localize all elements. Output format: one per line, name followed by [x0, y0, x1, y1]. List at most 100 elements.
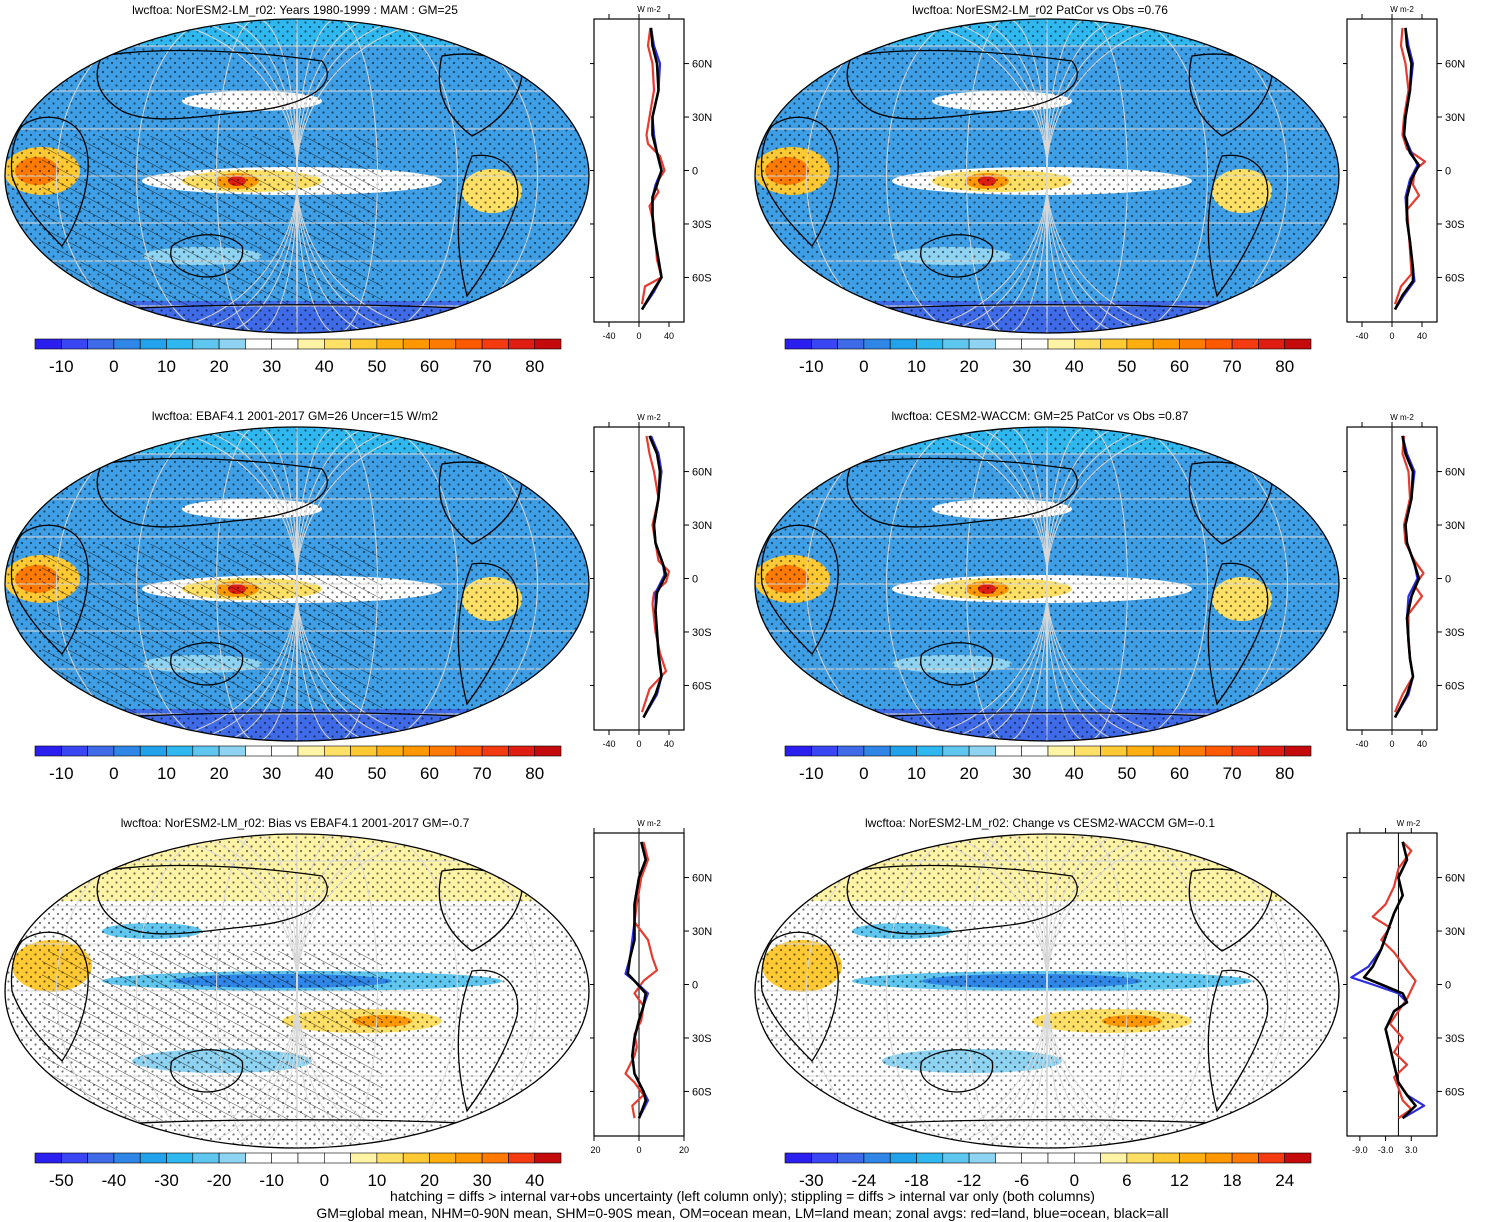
colorbar-swatch — [455, 1152, 483, 1164]
colorbar-label: 50 — [1117, 357, 1136, 376]
colorbar-swatch — [455, 338, 483, 350]
zonal-units-label: W m-2 — [1397, 819, 1421, 828]
zonal-lat-label: 30S — [1445, 627, 1465, 639]
colorbar-swatch — [1047, 1152, 1075, 1164]
colorbar-swatch — [139, 338, 167, 350]
panel-title: lwcftoa: NorESM2-LM_r02: Bias vs EBAF4.1… — [120, 816, 470, 830]
colorbar-swatch — [429, 745, 457, 757]
colorbar-label: 60 — [1170, 357, 1189, 376]
zonal-x-tick: -3.0 — [1378, 1145, 1394, 1153]
colorbar-label: 40 — [525, 1171, 544, 1190]
colorbar-swatch — [1100, 338, 1128, 350]
colorbar-swatch — [837, 1152, 865, 1164]
colorbar-label: 80 — [1275, 357, 1294, 376]
colorbar-swatch — [323, 338, 351, 350]
zonal-lat-label: 0 — [692, 980, 698, 992]
zonal-lat-label: 30S — [692, 219, 712, 231]
colorbar-label: 0 — [859, 764, 868, 783]
colorbar-swatch — [1073, 745, 1101, 757]
colorbar: -100102030405060708090 — [34, 745, 562, 783]
zonal-units-label: W m-2 — [637, 819, 661, 828]
zonal-x-tick: 3.0 — [1405, 1145, 1418, 1153]
zonal-series-all — [1393, 27, 1421, 311]
colorbar-label: -40 — [102, 1171, 127, 1190]
colorbar-swatch — [916, 745, 944, 757]
zonal-lat-label: 30N — [692, 520, 712, 532]
zonal-series-all — [1393, 435, 1421, 719]
colorbar-swatch — [60, 745, 88, 757]
colorbar-swatch — [1205, 745, 1233, 757]
zonal-lat-label: 30N — [1445, 520, 1465, 532]
colorbar-label: -30 — [799, 1171, 824, 1190]
colorbar-swatch — [968, 745, 996, 757]
colorbar-label: -24 — [852, 1171, 877, 1190]
colorbar-swatch — [968, 1152, 996, 1164]
zonal-series-all — [1362, 841, 1417, 1120]
colorbar-swatch — [87, 338, 115, 350]
colorbar-label: -10 — [799, 764, 824, 783]
colorbar-swatch — [1284, 1152, 1312, 1164]
colorbar-swatch — [297, 1152, 325, 1164]
colorbar-label: -6 — [1014, 1171, 1029, 1190]
zonal-series-ocean — [1394, 435, 1419, 719]
zonal-lat-label: 30S — [692, 627, 712, 639]
zonal-lat-label: 0 — [1445, 166, 1451, 178]
zonal-lat-label: 30S — [1445, 219, 1465, 231]
colorbar-swatch — [60, 1152, 88, 1164]
colorbar-swatch — [1205, 338, 1233, 350]
panel-title: lwcftoa: NorESM2-LM_r02 PatCor vs Obs =0… — [912, 3, 1168, 17]
zonal-x-tick: 0 — [1389, 739, 1394, 747]
zonal-lat-label: 30S — [692, 1033, 712, 1045]
colorbar-swatch — [1126, 1152, 1154, 1164]
colorbar-label: -20 — [207, 1171, 232, 1190]
zonal-mean-plot: -40 0 40 W m-2 60N 30N 0 30S 60S — [1343, 413, 1465, 747]
colorbar-swatch — [192, 1152, 220, 1164]
colorbar-swatch — [192, 745, 220, 757]
map-panel — [4, 833, 590, 1149]
zonal-series-land — [1393, 435, 1425, 713]
colorbar-label: 70 — [473, 357, 492, 376]
colorbar-swatch — [192, 338, 220, 350]
colorbar-label: -50 — [49, 1171, 74, 1190]
zonal-lat-label: 60N — [1445, 873, 1465, 885]
colorbar-swatch — [995, 1152, 1022, 1164]
colorbar-label: 10 — [157, 357, 176, 376]
colorbar-swatch — [1179, 338, 1207, 350]
zonal-series-ocean — [1350, 841, 1426, 1120]
map-panel — [754, 426, 1340, 742]
zonal-lat-label: 60S — [1445, 272, 1465, 284]
colorbar-label: 30 — [262, 357, 281, 376]
colorbar: -30-24-18-12-60612182430 — [784, 1152, 1312, 1190]
colorbar-label: 80 — [1275, 764, 1294, 783]
panel-title: lwcftoa: NorESM2-LM_r02: Change vs CESM2… — [865, 816, 1215, 830]
colorbar-swatch — [1152, 745, 1180, 757]
zonal-mean-plot: -20 0 20 W m-2 60N 30N 0 30S 60S — [590, 819, 712, 1153]
colorbar-swatch — [1021, 338, 1049, 350]
zonal-series-land — [640, 435, 671, 713]
colorbar-label: -10 — [49, 357, 74, 376]
zonal-lat-label: 30N — [692, 926, 712, 938]
colorbar-label: 60 — [420, 764, 439, 783]
colorbar-swatch — [376, 745, 404, 757]
colorbar-label: -10 — [49, 764, 74, 783]
colorbar-swatch — [1047, 338, 1075, 350]
map-panel — [754, 833, 1340, 1149]
zonal-x-tick: 0 — [636, 739, 641, 747]
zonal-series-land — [624, 841, 659, 1119]
colorbar-swatch — [1073, 338, 1101, 350]
colorbar-label: 20 — [960, 764, 979, 783]
colorbar-swatch — [1021, 1152, 1049, 1164]
zonal-lat-label: 60S — [692, 272, 712, 284]
zonal-lat-label: 60N — [692, 59, 712, 71]
colorbar-swatch — [1258, 338, 1285, 350]
colorbar-label: 20 — [960, 357, 979, 376]
colorbar-swatch — [863, 1152, 891, 1164]
zonal-series-all — [642, 435, 668, 719]
colorbar-label: 10 — [367, 1171, 386, 1190]
zonal-lat-label: 60N — [692, 467, 712, 479]
colorbar-swatch — [1231, 338, 1259, 350]
colorbar-label: 0 — [109, 764, 118, 783]
colorbar-label: 50 — [1117, 764, 1136, 783]
colorbar-swatch — [916, 1152, 944, 1164]
zonal-x-tick: -40 — [1355, 739, 1368, 747]
